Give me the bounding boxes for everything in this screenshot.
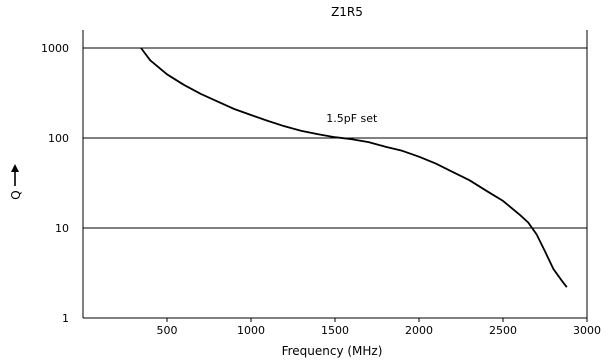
y-axis-label: Q xyxy=(9,190,23,199)
x-tick-label: 1000 xyxy=(237,324,265,337)
tick-labels: 1 10 100 1000 500 1000 1500 2000 2500 3000 xyxy=(41,42,601,337)
chart-title: Z1R5 xyxy=(331,5,363,19)
x-tick-label: 2500 xyxy=(489,324,517,337)
series-line xyxy=(140,47,568,288)
x-tick-label: 2000 xyxy=(405,324,433,337)
y-tick-label: 100 xyxy=(48,132,69,145)
y-tick-label: 1000 xyxy=(41,42,69,55)
text-layer: Z1R5 Frequency (MHz) Q 1.5pF set xyxy=(9,5,382,358)
y-tick-label: 10 xyxy=(55,222,69,235)
series-annotation: 1.5pF set xyxy=(326,112,378,125)
y-axis-arrow-head xyxy=(11,164,19,172)
y-tick-label: 1 xyxy=(62,312,69,325)
y-axis-label-group: Q xyxy=(9,164,23,200)
axes xyxy=(82,30,588,319)
x-tick-label: 500 xyxy=(157,324,178,337)
x-tick-label: 1500 xyxy=(321,324,349,337)
series-layer xyxy=(140,47,568,288)
x-axis-label: Frequency (MHz) xyxy=(282,344,383,358)
x-tick-label: 3000 xyxy=(573,324,601,337)
